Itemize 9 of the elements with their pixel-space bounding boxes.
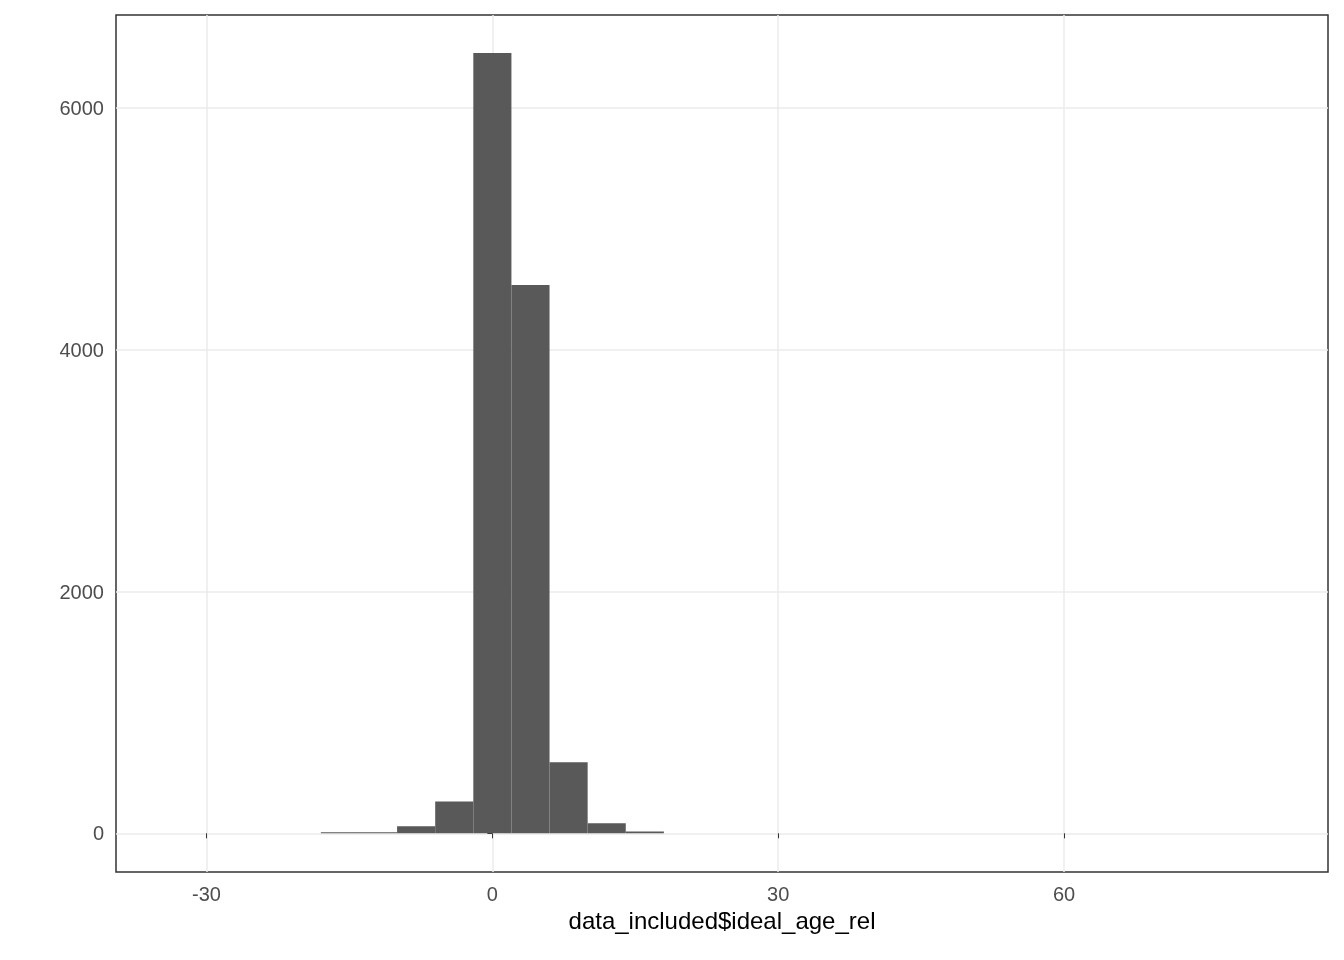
y-tick-label: 4000 (59, 338, 104, 361)
x-tick-label: 0 (486, 883, 498, 905)
y-tick-label: 2000 (59, 580, 104, 603)
x-tick-label: 60 (1052, 883, 1076, 905)
x-tick-label: -30 (192, 883, 221, 905)
y-tick-label: 6000 (59, 97, 104, 120)
x-axis-title: data_included$ideal_age_rel (568, 907, 876, 935)
y-tick-label: 0 (92, 822, 104, 845)
x-tick-label: 30 (767, 883, 790, 905)
